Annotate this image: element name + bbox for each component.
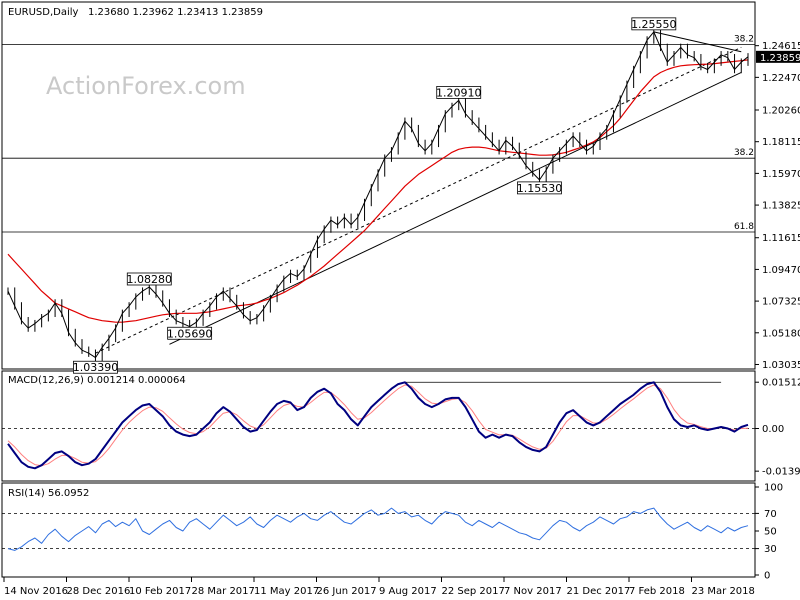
macd-line xyxy=(7,381,749,470)
current-price-label: 1.23859 xyxy=(760,53,800,64)
trendlines xyxy=(95,31,742,354)
x-tick-label: 14 Nov 2016 xyxy=(4,586,68,597)
price-annotation-label: 1.25550 xyxy=(631,18,677,31)
fib-label: 38.2 xyxy=(734,148,754,158)
x-tick-label: 26 Jun 2017 xyxy=(317,586,377,597)
price-annotation-box xyxy=(631,17,677,31)
macd-tick-label: 0.00 xyxy=(762,424,784,435)
trendline xyxy=(95,46,742,354)
rsi-tick-label: 70 xyxy=(764,509,777,520)
price-tick-label: 1.03035 xyxy=(762,360,800,371)
current-price-tag: 1.23859 xyxy=(756,50,800,64)
price-tick-label: 1.18115 xyxy=(762,137,800,148)
trendline xyxy=(169,72,742,345)
price-annotations: 1.25550 1.20910 1.15530 1.08280 1.05690 1.033… xyxy=(73,17,677,374)
price-tick-label: 1.24615 xyxy=(762,41,800,52)
price-tick-label: 1.22470 xyxy=(762,73,800,84)
price-y-axis: 1.24615 1.22470 1.20260 1.18115 1.15970 1.138… xyxy=(755,41,800,371)
current-price-box xyxy=(756,50,800,63)
price-annotation-box xyxy=(126,272,172,286)
price-annotation-label: 1.05690 xyxy=(167,327,213,340)
rsi-tick-label: 30 xyxy=(764,544,777,555)
x-tick-label: 21 Dec 2017 xyxy=(567,586,631,597)
rsi-y-axis: 100 70 50 30 0 xyxy=(755,483,783,582)
macd-reference-lines xyxy=(2,381,755,429)
rsi-series xyxy=(7,507,749,551)
x-tick-label: 10 Feb 2017 xyxy=(129,586,191,597)
moving-average xyxy=(7,59,749,323)
price-annotation-label: 1.20910 xyxy=(436,86,482,99)
sma-line xyxy=(7,59,749,323)
price-tick-label: 1.09470 xyxy=(762,265,800,276)
price-annotation-label: 1.08280 xyxy=(127,273,173,286)
macd-tick-label: -0.013938 xyxy=(762,467,800,478)
rsi-tick-label: 0 xyxy=(764,571,770,582)
x-tick-label: 28 Mar 2017 xyxy=(192,586,255,597)
fib-levels: 38.2 38.2 61.8 xyxy=(2,34,755,233)
x-tick-label: 28 Dec 2016 xyxy=(67,586,131,597)
price-tick-label: 1.07325 xyxy=(762,297,800,308)
price-annotation-box xyxy=(436,86,482,99)
x-tick-label: 9 Aug 2017 xyxy=(379,586,437,597)
price-tick-label: 1.05180 xyxy=(762,328,800,339)
macd-series xyxy=(7,381,749,470)
price-tick-label: 1.15970 xyxy=(762,169,800,180)
macd-y-axis: 0.01512 0.00 -0.013938 xyxy=(755,378,800,478)
ohlc-label: 1.23680 1.23962 1.23413 1.23859 xyxy=(88,7,263,18)
symbol-label: EURUSD,Daily xyxy=(8,7,79,18)
x-tick-label: 22 Sep 2017 xyxy=(442,586,505,597)
rsi-tick-label: 50 xyxy=(764,527,777,538)
price-series xyxy=(7,28,749,362)
watermark: ActionForex.com xyxy=(46,72,246,100)
macd-pane-frame xyxy=(1,370,756,482)
macd-tick-label: 0.01512 xyxy=(762,378,800,389)
x-tick-label: 7 Feb 2018 xyxy=(629,586,685,597)
fib-label: 38.2 xyxy=(734,34,754,44)
price-annotation-label: 1.15530 xyxy=(517,182,563,195)
x-tick-label: 7 Nov 2017 xyxy=(504,586,562,597)
price-pane-frame xyxy=(1,1,756,370)
rsi-label: RSI(14) 56.0952 xyxy=(8,488,89,499)
trendline xyxy=(653,31,742,53)
x-tick-label: 11 May 2017 xyxy=(254,586,319,597)
fib-label: 61.8 xyxy=(734,222,754,232)
rsi-line xyxy=(7,507,749,551)
price-annotation-label: 1.03390 xyxy=(73,361,119,374)
price-tick-label: 1.20260 xyxy=(762,106,800,117)
price-annotation-box xyxy=(517,181,562,195)
rsi-tick-label: 100 xyxy=(764,483,783,494)
macd-label: MACD(12,26,9) 0.001214 0.000064 xyxy=(8,375,186,386)
price-annotation-box xyxy=(73,360,118,374)
price-annotation-box xyxy=(167,326,213,340)
x-tick-label: 23 Mar 2018 xyxy=(692,586,755,597)
price-tick-label: 1.11615 xyxy=(762,233,800,244)
signal-line xyxy=(7,384,749,467)
price-tick-label: 1.13825 xyxy=(762,201,800,212)
